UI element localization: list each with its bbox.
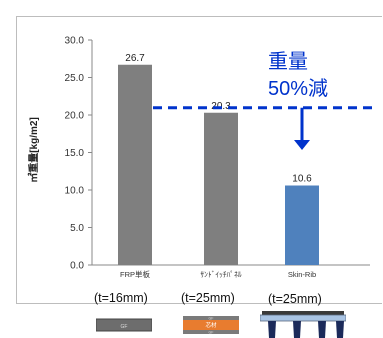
sandwich-thumb-bottom: GF — [209, 331, 215, 334]
sandwich-panel-thumbnail: GF 芯材 GF — [183, 316, 239, 334]
y-tick-label: 25.0 — [65, 73, 85, 84]
y-axis-title: ㎡重量[kg/m2] — [27, 117, 40, 183]
bar-value-label: 26.7 — [125, 53, 145, 64]
x-category-label: Skin-Rib — [288, 270, 316, 279]
skin-rib-panel-thumbnail — [260, 311, 346, 338]
frp-thumb-label: GF — [121, 324, 128, 330]
x-category-label: ｻﾝﾄﾞｲｯﾁﾊﾟﾈﾙ — [200, 270, 241, 279]
x-category-label: FRP単板 — [120, 269, 150, 279]
bar — [204, 112, 238, 265]
y-tick-label: 15.0 — [65, 148, 85, 159]
reduction-arrow-head — [294, 140, 310, 150]
bar — [285, 185, 319, 265]
bar-value-label: 10.6 — [292, 174, 312, 185]
sandwich-thumb-core: 芯材 — [205, 321, 217, 329]
thickness-label-sandwich: (t=25mm) — [181, 291, 235, 305]
sandwich-thumb-top: GF — [209, 317, 215, 321]
y-tick-label: 20.0 — [65, 111, 85, 122]
y-tick-label: 5.0 — [70, 223, 84, 234]
frp-panel-thumbnail: GF — [96, 318, 152, 332]
bar — [118, 64, 152, 265]
thickness-label-frp: (t=16mm) — [94, 291, 148, 305]
y-tick-label: 0.0 — [70, 261, 84, 272]
chart-frame — [16, 16, 382, 304]
y-tick-label: 10.0 — [65, 186, 85, 197]
y-tick-label: 30.0 — [65, 36, 85, 47]
annotation-line-2: 50%減 — [268, 77, 328, 100]
thickness-label-skin-rib: (t=25mm) — [268, 292, 322, 306]
annotation-line-1: 重量 — [268, 50, 308, 73]
